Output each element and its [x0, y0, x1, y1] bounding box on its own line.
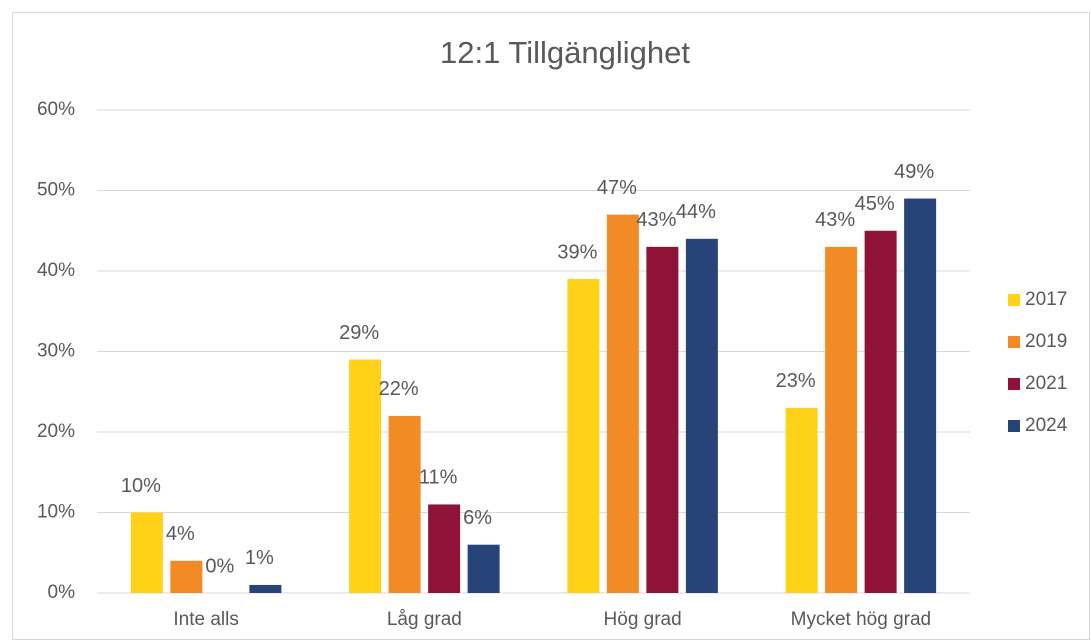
y-tick-label: 40% [37, 260, 75, 281]
chart-title: 12:1 Tillgänglighet [440, 35, 690, 70]
y-tick-label: 60% [37, 99, 75, 120]
y-tick-label: 20% [37, 421, 75, 442]
bar [349, 359, 382, 593]
data-label: 39% [557, 241, 597, 263]
legend-swatch [1008, 336, 1020, 348]
bar [646, 246, 679, 593]
bar [130, 512, 163, 593]
y-tick-label: 0% [48, 582, 76, 603]
bar [249, 584, 282, 593]
bar [428, 504, 461, 593]
bar [170, 560, 203, 593]
legend-label: 2017 [1025, 289, 1067, 310]
bar [904, 198, 937, 594]
x-tick-label: Låg grad [387, 609, 462, 630]
bar [864, 230, 897, 593]
legend-swatch [1008, 420, 1020, 432]
bar [388, 415, 421, 593]
legend-label: 2024 [1025, 415, 1068, 436]
x-tick-label: Inte alls [173, 609, 238, 630]
data-label: 0% [205, 555, 234, 577]
data-label: 43% [815, 209, 855, 231]
data-label: 1% [245, 547, 274, 569]
y-tick-label: 10% [37, 502, 75, 523]
legend-label: 2019 [1025, 331, 1067, 352]
data-label: 11% [419, 467, 458, 489]
legend-label: 2021 [1025, 373, 1067, 394]
x-tick-label: Hög grad [604, 609, 682, 630]
data-label: 43% [636, 209, 676, 231]
bar [825, 246, 858, 593]
data-label: 47% [597, 177, 637, 199]
data-label: 45% [855, 193, 895, 215]
data-label: 4% [166, 523, 195, 545]
data-label: 6% [463, 507, 492, 529]
x-tick-label: Mycket hög grad [791, 609, 931, 630]
data-label: 22% [379, 378, 419, 400]
data-label: 29% [339, 322, 379, 344]
y-tick-label: 50% [37, 180, 75, 201]
data-label: 10% [121, 475, 161, 497]
data-label: 23% [776, 370, 816, 392]
y-tick-label: 30% [37, 341, 75, 362]
legend-swatch [1008, 378, 1020, 390]
bar [606, 214, 639, 593]
bar [567, 279, 600, 593]
bar [467, 544, 500, 593]
data-label: 44% [676, 201, 716, 223]
bar [785, 407, 818, 593]
legend-swatch [1008, 294, 1020, 306]
data-label: 49% [894, 161, 934, 183]
bar [685, 238, 718, 594]
